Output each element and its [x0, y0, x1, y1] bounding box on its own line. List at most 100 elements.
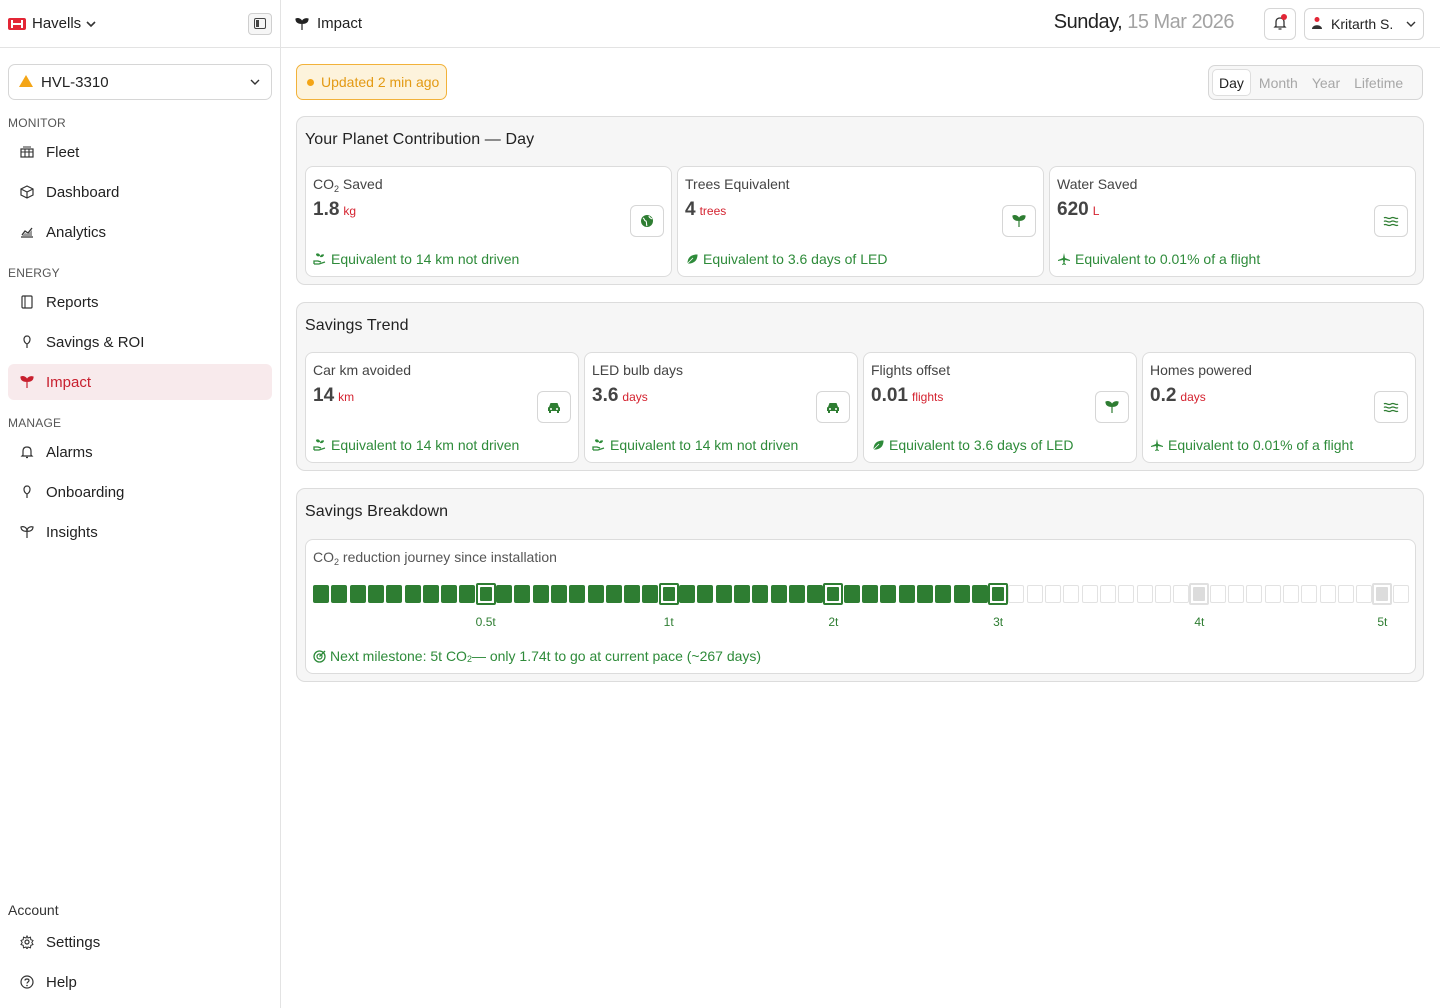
sidebar-item-savings-roi[interactable]: Savings & ROI — [8, 324, 272, 360]
notifications-button[interactable] — [1264, 8, 1296, 40]
milestone-sub: 2 — [466, 654, 472, 664]
journey-sub: 2 — [334, 557, 340, 567]
sprout-icon[interactable] — [1002, 205, 1036, 237]
journey-text: reduction journey since installation — [339, 549, 557, 565]
sidebar-item-fleet[interactable]: Fleet — [8, 134, 272, 170]
card-value: 1.8 kg — [313, 199, 356, 221]
sidebar-item-label: Reports — [46, 293, 99, 311]
value-unit: km — [338, 390, 355, 404]
progress-segment — [1154, 585, 1171, 603]
car-icon[interactable] — [537, 391, 571, 423]
progress-segment — [752, 585, 769, 603]
leaf-icon — [871, 438, 885, 452]
milestone-label: 1t — [663, 615, 674, 629]
value-unit: days — [1180, 390, 1206, 404]
milestone-marker — [1372, 583, 1393, 605]
equiv-text: Equivalent to 0.01% of a flight — [1075, 251, 1261, 267]
range-option-year[interactable]: Year — [1311, 74, 1341, 91]
value-unit: L — [1092, 204, 1100, 218]
sidebar-item-label: Settings — [46, 933, 101, 951]
havells-logo-icon[interactable] — [8, 16, 26, 32]
brand-bar: Havells — [0, 0, 280, 48]
progress-segment — [971, 585, 988, 603]
gear-icon — [20, 935, 34, 949]
sidebar-item-label: Dashboard — [46, 183, 120, 201]
waves-icon[interactable] — [1374, 391, 1408, 423]
equivalence-text: Equivalent to 3.6 days of LED — [685, 251, 887, 267]
sidebar: Havells HVL-3310 MONITOR Fleet Dashboard… — [0, 0, 281, 1008]
globe-icon[interactable] — [630, 205, 664, 237]
progress-segment — [733, 585, 750, 603]
sidebar-item-label: Insights — [46, 523, 98, 541]
progress-segment — [459, 585, 476, 603]
progress-segment — [404, 585, 421, 603]
date-day: Sunday, — [1053, 11, 1123, 33]
sidebar-item-help[interactable]: Help — [8, 964, 272, 1000]
progress-segment — [1301, 585, 1318, 603]
hand-sprout-icon — [313, 252, 327, 266]
progress-segment — [843, 585, 860, 603]
help-icon — [20, 975, 34, 989]
progress-segment — [715, 585, 732, 603]
progress-segment — [331, 585, 348, 603]
sidebar-item-analytics[interactable]: Analytics — [8, 214, 272, 250]
brand-name[interactable]: Havells — [32, 15, 82, 32]
range-option-day[interactable]: Day — [1212, 69, 1251, 96]
progress-segment — [1282, 585, 1299, 603]
progress-segment — [880, 585, 897, 603]
panel-title: Savings Breakdown — [305, 503, 449, 520]
card-value: 0.01 flights — [871, 385, 943, 407]
progress-track — [313, 583, 1413, 605]
value-number: 0.01 — [871, 385, 908, 406]
value-unit: trees — [699, 204, 727, 218]
progress-segment — [367, 585, 384, 603]
range-selector: Day Month Year Lifetime — [1208, 65, 1423, 100]
section-label-monitor: MONITOR — [8, 116, 66, 130]
progress-segment — [679, 585, 695, 603]
progress-segment — [624, 585, 641, 603]
sidebar-item-dashboard[interactable]: Dashboard — [8, 174, 272, 210]
car-icon[interactable] — [816, 391, 850, 423]
equivalence-text: Equivalent to 3.6 days of LED — [871, 437, 1073, 453]
current-date: Sunday, 15 Mar 2026 — [1053, 11, 1235, 34]
sidebar-item-alarms[interactable]: Alarms — [8, 434, 272, 470]
milestone-label: 4t — [1194, 615, 1205, 629]
equiv-text: Equivalent to 14 km not driven — [610, 437, 799, 453]
sidebar-collapse-button[interactable] — [248, 12, 272, 35]
device-select[interactable]: HVL-3310 — [8, 64, 272, 100]
equiv-text: Equivalent to 3.6 days of LED — [703, 251, 888, 267]
chevron-down-icon — [1405, 18, 1417, 30]
milestone-text: — only 1.74t to go at current pace (~267… — [471, 648, 762, 664]
card-label: Flights offset — [871, 362, 951, 378]
card-label: Car km avoided — [313, 362, 412, 378]
warning-icon — [19, 74, 33, 90]
water-saved-card: Water Saved 620 L Equivalent to 0.01% of … — [1049, 166, 1416, 277]
chevron-down-icon[interactable] — [85, 18, 97, 30]
sidebar-item-label: Alarms — [46, 443, 93, 461]
sidebar-item-impact[interactable]: Impact — [8, 364, 272, 400]
range-option-month[interactable]: Month — [1258, 74, 1298, 91]
status-dot — [307, 78, 314, 86]
user-menu[interactable]: Kritarth S. — [1304, 8, 1424, 40]
progress-segment — [1173, 585, 1190, 603]
sprout-icon[interactable] — [1095, 391, 1129, 423]
sidebar-item-settings[interactable]: Settings — [8, 924, 272, 960]
progress-segment — [1099, 585, 1116, 603]
progress-segment — [532, 585, 549, 603]
range-option-lifetime[interactable]: Lifetime — [1354, 74, 1404, 91]
sidebar-item-insights[interactable]: Insights — [8, 514, 272, 550]
progress-segment — [1136, 585, 1153, 603]
waves-icon[interactable] — [1374, 205, 1408, 237]
reports-icon — [20, 295, 34, 309]
pin-icon — [20, 485, 34, 499]
sidebar-item-onboarding[interactable]: Onboarding — [8, 474, 272, 510]
planet-contribution-panel: Your Planet Contribution — Day CO2 Saved… — [296, 116, 1424, 285]
progress-segment — [953, 585, 970, 603]
progress-segment — [605, 585, 622, 603]
leaf-icon — [685, 252, 699, 266]
avatar — [1311, 16, 1323, 33]
sidebar-item-reports[interactable]: Reports — [8, 284, 272, 320]
sidebar-item-label: Fleet — [46, 143, 80, 161]
value-unit: kg — [343, 204, 357, 218]
progress-segment — [770, 585, 787, 603]
